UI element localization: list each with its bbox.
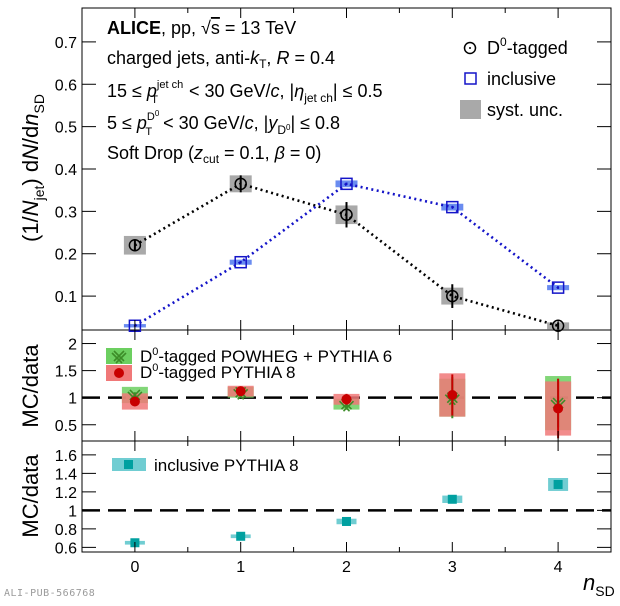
y-tick-label-top: 0.2 [55, 247, 77, 264]
legend-label-inclusive: inclusive [487, 69, 556, 89]
point-bottom-s0 [447, 494, 457, 504]
point-middle-s1 [129, 396, 140, 407]
x-tick-label: 2 [342, 559, 351, 576]
legend-marker-d0-tagged [463, 41, 477, 55]
y-tick-label-top: 0.1 [55, 289, 77, 306]
axis-ticks: 0.10.20.30.40.50.60.70.511.520.60.811.21… [55, 8, 612, 576]
legend-label-syst: syst. unc. [487, 100, 563, 120]
y-tick-label-top: 0.7 [55, 35, 77, 52]
legend-label-d0-tagged: D0-tagged [487, 35, 568, 58]
legend-marker-inclusive-pythia8 [124, 460, 133, 469]
point-middle-s1 [235, 386, 246, 397]
point-top-s0 [446, 289, 459, 303]
annotation-soft-drop: Soft Drop (zcut = 0.1, β = 0) [107, 143, 321, 166]
point-top-s1 [551, 281, 565, 294]
point-middle-s1 [341, 394, 352, 405]
point-middle-s0-stroke [342, 400, 355, 412]
y-tick-label-bottom: 1.6 [55, 448, 77, 465]
y-tick-label-bottom: 0.8 [55, 522, 77, 539]
y-tick-label-bottom: 1.4 [55, 466, 77, 483]
point-top-s1 [446, 200, 459, 214]
legend-marker-powheg [111, 350, 127, 364]
bottom-legend: inclusive PYTHIA 8 [112, 456, 299, 475]
y-tick-label-top: 0.6 [55, 77, 77, 94]
legend-label-powheg: D0-tagged POWHEG + PYTHIA 6 [140, 346, 392, 366]
point-middle-s0-stroke [448, 394, 460, 406]
legend-label-pythia8: D0-tagged PYTHIA 8 [140, 362, 295, 382]
y-tick-label-bottom: 0.6 [55, 540, 77, 557]
point-bottom-s0 [553, 479, 563, 489]
figure-watermark: ALI-PUB-566768 [4, 588, 96, 599]
annotation-jets: charged jets, anti-kT, R = 0.4 [107, 48, 335, 71]
point-middle-s1 [447, 389, 458, 400]
legend-marker-d0-tagged-dot [469, 47, 471, 49]
point-top-s0 [128, 239, 142, 252]
x-axis-title: nSD [583, 570, 615, 599]
point-top-s0 [340, 208, 353, 222]
point-top-s1 [234, 255, 247, 269]
legend-label-inclusive-pythia8: inclusive PYTHIA 8 [154, 456, 299, 475]
point-top-s0 [234, 177, 247, 191]
x-tick-label: 3 [448, 559, 457, 576]
top-y-axis-title: (1/Njet) dN/dnSD [18, 94, 47, 242]
annotation-d0-pt: 5 ≤ pD0 T < 30 GeV/c, |yD0| ≤ 0.8 [107, 109, 340, 138]
y-tick-label-top: 0.4 [55, 162, 77, 179]
annotation-block: ALICE, pp, √s = 13 TeV charged jets, ant… [107, 18, 382, 166]
point-middle-s0-stroke [338, 400, 351, 412]
annotation-jet-pt: 15 ≤ pjet ch T < 30 GeV/c, |ηjet ch| ≤ 0.… [107, 79, 382, 106]
point-bottom-s0 [236, 531, 246, 541]
x-tick-label: 1 [236, 559, 245, 576]
middle-y-axis-title: MC/data [18, 344, 43, 428]
y-tick-label-middle: 2 [68, 337, 77, 354]
point-middle-s1 [553, 403, 564, 414]
x-tick-label: 0 [130, 559, 139, 576]
x-tick-label: 4 [554, 559, 563, 576]
legend-marker-syst [460, 100, 481, 119]
point-top-s1 [340, 177, 353, 191]
bottom-y-axis-title: MC/data [18, 454, 43, 538]
series-line-top-s1 [134, 182, 559, 327]
y-tick-label-bottom: 1.2 [55, 485, 77, 502]
y-tick-label-bottom: 1 [68, 503, 77, 520]
annotation-alice: ALICE, pp, √s = 13 TeV [107, 18, 296, 38]
y-tick-label-top: 0.5 [55, 120, 77, 137]
y-tick-label-top: 0.3 [55, 204, 77, 221]
y-tick-label-middle: 1.5 [55, 364, 77, 381]
point-middle-s0-stroke [444, 394, 456, 406]
legend-marker-pythia8 [114, 368, 124, 378]
y-tick-label-middle: 0.5 [55, 418, 77, 435]
top-legend: D0-tagged inclusive syst. unc. [460, 35, 568, 120]
point-bottom-s0 [342, 516, 351, 526]
legend-marker-inclusive [464, 72, 477, 85]
middle-legend: D0-tagged POWHEG + PYTHIA 6 D0-tagged PY… [106, 346, 392, 382]
y-tick-label-middle: 1 [68, 391, 77, 408]
